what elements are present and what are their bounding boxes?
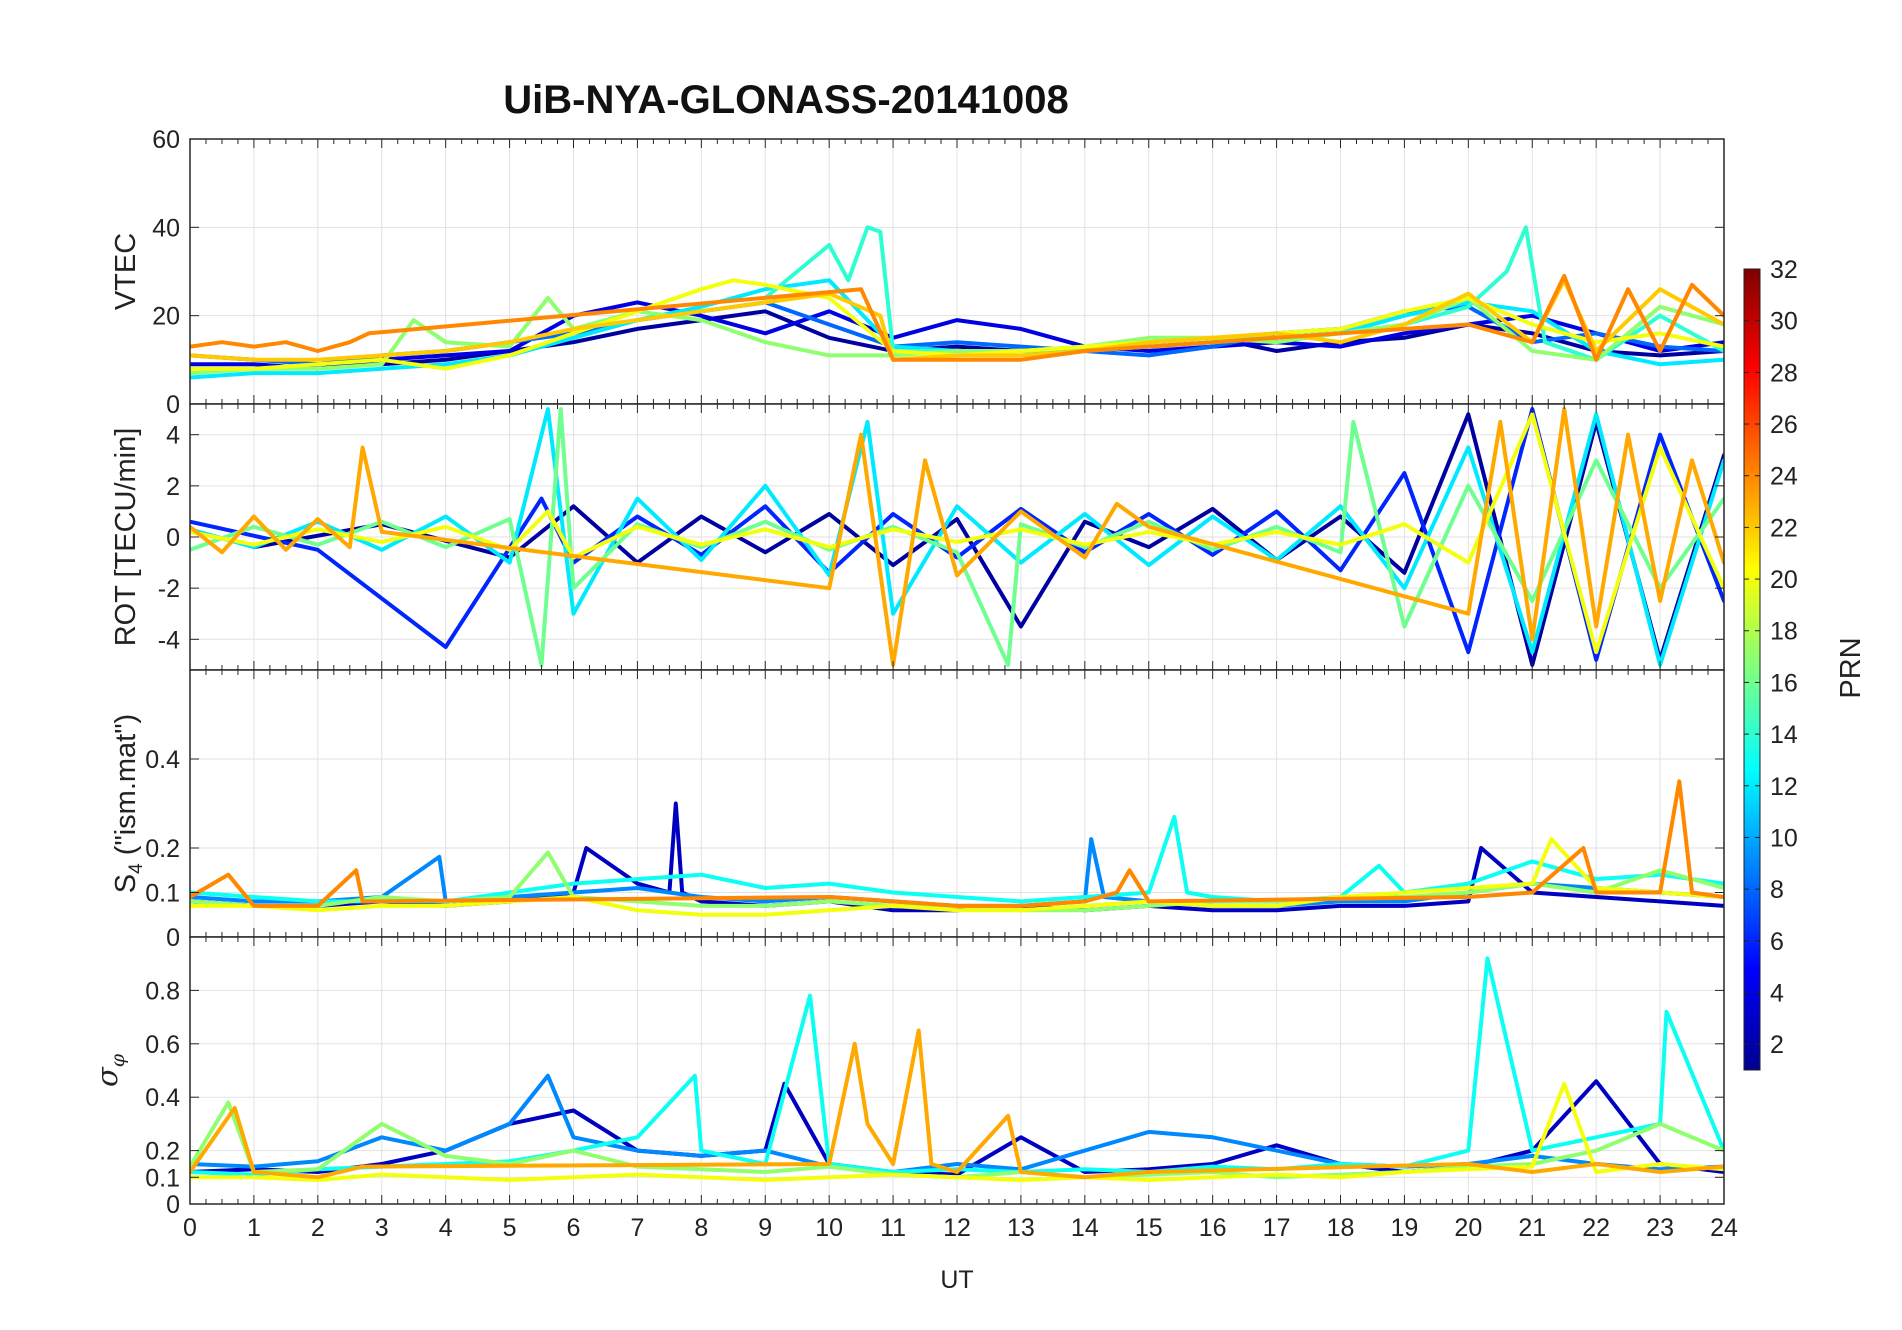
panel-1: 0 20 40 60 VTEC: [110, 126, 1725, 419]
y-tick-label: 0.4: [145, 746, 180, 774]
series-line-prn-22: [190, 278, 1724, 362]
y-tick-label: 0: [166, 524, 180, 552]
x-tick-label: 16: [1199, 1214, 1227, 1242]
colorbar-tick-label: 22: [1770, 514, 1798, 542]
y-tick-label: 0.8: [145, 977, 180, 1005]
x-tick-label: 6: [567, 1214, 581, 1242]
y-tick-label: 2: [166, 473, 180, 501]
x-tick-label: 21: [1518, 1214, 1546, 1242]
y-tick-label: -2: [158, 575, 180, 603]
x-tick-label: 19: [1391, 1214, 1419, 1242]
colorbar-label: PRN: [1835, 637, 1867, 698]
y-tick-label: 0: [166, 391, 180, 419]
y-tick-label: 0.2: [145, 1138, 180, 1166]
colorbar-tick-label: 30: [1770, 308, 1798, 336]
colorbar-tick-label: 4: [1770, 979, 1784, 1007]
colorbar-tick-label: 28: [1770, 359, 1798, 387]
y-tick-label: 20: [152, 303, 180, 331]
x-tick-label: 12: [943, 1214, 971, 1242]
series-group: [190, 779, 1724, 917]
x-tick-label: 18: [1327, 1214, 1355, 1242]
x-tick-label: 17: [1263, 1214, 1291, 1242]
y-tick-label: 0.2: [145, 835, 180, 863]
series-line-prn-23: [190, 1028, 1724, 1180]
y-axis-label: σφ: [90, 1053, 129, 1087]
x-tick-label: 0: [183, 1214, 197, 1242]
x-axis-label: UT: [940, 1266, 973, 1294]
panel-4: 00.10.20.40.60.80 1 2 3 4 5 6 7 8 9 10 11 12 13 14 15 16…: [90, 936, 1738, 1242]
x-tick-label: 15: [1135, 1214, 1163, 1242]
x-tick-label: 10: [815, 1214, 843, 1242]
panel-2: -4 -2 0 2 4 ROT [TECU/min]: [110, 403, 1725, 671]
x-tick-label: 9: [758, 1214, 772, 1242]
series-group: [190, 407, 1724, 667]
panel-3: 0 0.1 0.2 0.4S4 ("ism.mat"): [110, 669, 1725, 952]
colorbar-tick-label: 10: [1770, 824, 1798, 852]
series-line-prn-13: [190, 814, 1724, 904]
series-line-prn-23: [190, 407, 1724, 667]
colorbar-tick-label: 16: [1770, 669, 1798, 697]
colorbar-tick-label: 14: [1770, 721, 1798, 749]
x-tick-label: 4: [439, 1214, 453, 1242]
colorbar-tick-label: 12: [1770, 773, 1798, 801]
x-tick-label: 24: [1710, 1214, 1738, 1242]
y-tick-label: 0.1: [145, 880, 180, 908]
colorbar-tick-label: 8: [1770, 876, 1784, 904]
colorbar-tick-label: 6: [1770, 928, 1784, 956]
y-axis-label: VTEC: [110, 233, 142, 310]
colorbar-tick-label: 24: [1770, 463, 1798, 491]
colorbar-tick-label: 18: [1770, 618, 1798, 646]
colorbar-gradient: [1743, 268, 1761, 1071]
colorbar-tick-label: 26: [1770, 411, 1798, 439]
x-tick-label: 7: [630, 1214, 644, 1242]
y-tick-label: 0: [166, 924, 180, 952]
series-line-prn-24: [190, 779, 1724, 908]
series-line-prn-12: [190, 407, 1724, 667]
y-axis-label: ROT [TECU/min]: [110, 428, 142, 647]
colorbar-tick-label: 20: [1770, 566, 1798, 594]
series-line-prn-24: [190, 273, 1724, 362]
y-tick-label: -4: [158, 626, 180, 654]
y-tick-label: 0.1: [145, 1164, 180, 1192]
chart-title: UiB-NYA-GLONASS-20141008: [503, 78, 1068, 122]
y-tick-label: 0.6: [145, 1031, 180, 1059]
y-tick-label: 4: [166, 422, 180, 450]
x-tick-label: 8: [694, 1214, 708, 1242]
series-line-prn-20: [190, 837, 1724, 917]
x-tick-label: 2: [311, 1214, 325, 1242]
x-tick-label: 20: [1454, 1214, 1482, 1242]
x-tick-label: 3: [375, 1214, 389, 1242]
x-tick-label: 11: [880, 1214, 906, 1242]
x-tick-label: 5: [503, 1214, 517, 1242]
x-tick-label: 13: [1007, 1214, 1035, 1242]
x-tick-label: 1: [247, 1214, 261, 1242]
series-line-prn-16: [190, 407, 1724, 667]
series-line-prn-20: [190, 1081, 1724, 1182]
y-tick-label: 0: [166, 1191, 180, 1219]
x-tick-label: 14: [1071, 1214, 1099, 1242]
y-axis-label: S4 ("ism.mat"): [110, 714, 147, 893]
series-group: [190, 225, 1724, 380]
series-line-prn-20: [190, 412, 1724, 655]
x-tick-label: 23: [1646, 1214, 1674, 1242]
x-tick-label: 22: [1582, 1214, 1610, 1242]
colorbar-tick-label: 32: [1770, 256, 1798, 284]
y-tick-label: 0.4: [145, 1084, 180, 1112]
series-group: [190, 956, 1724, 1182]
colorbar-tick-label: 2: [1770, 1031, 1784, 1059]
y-tick-label: 40: [152, 214, 180, 242]
y-tick-label: 60: [152, 126, 180, 154]
